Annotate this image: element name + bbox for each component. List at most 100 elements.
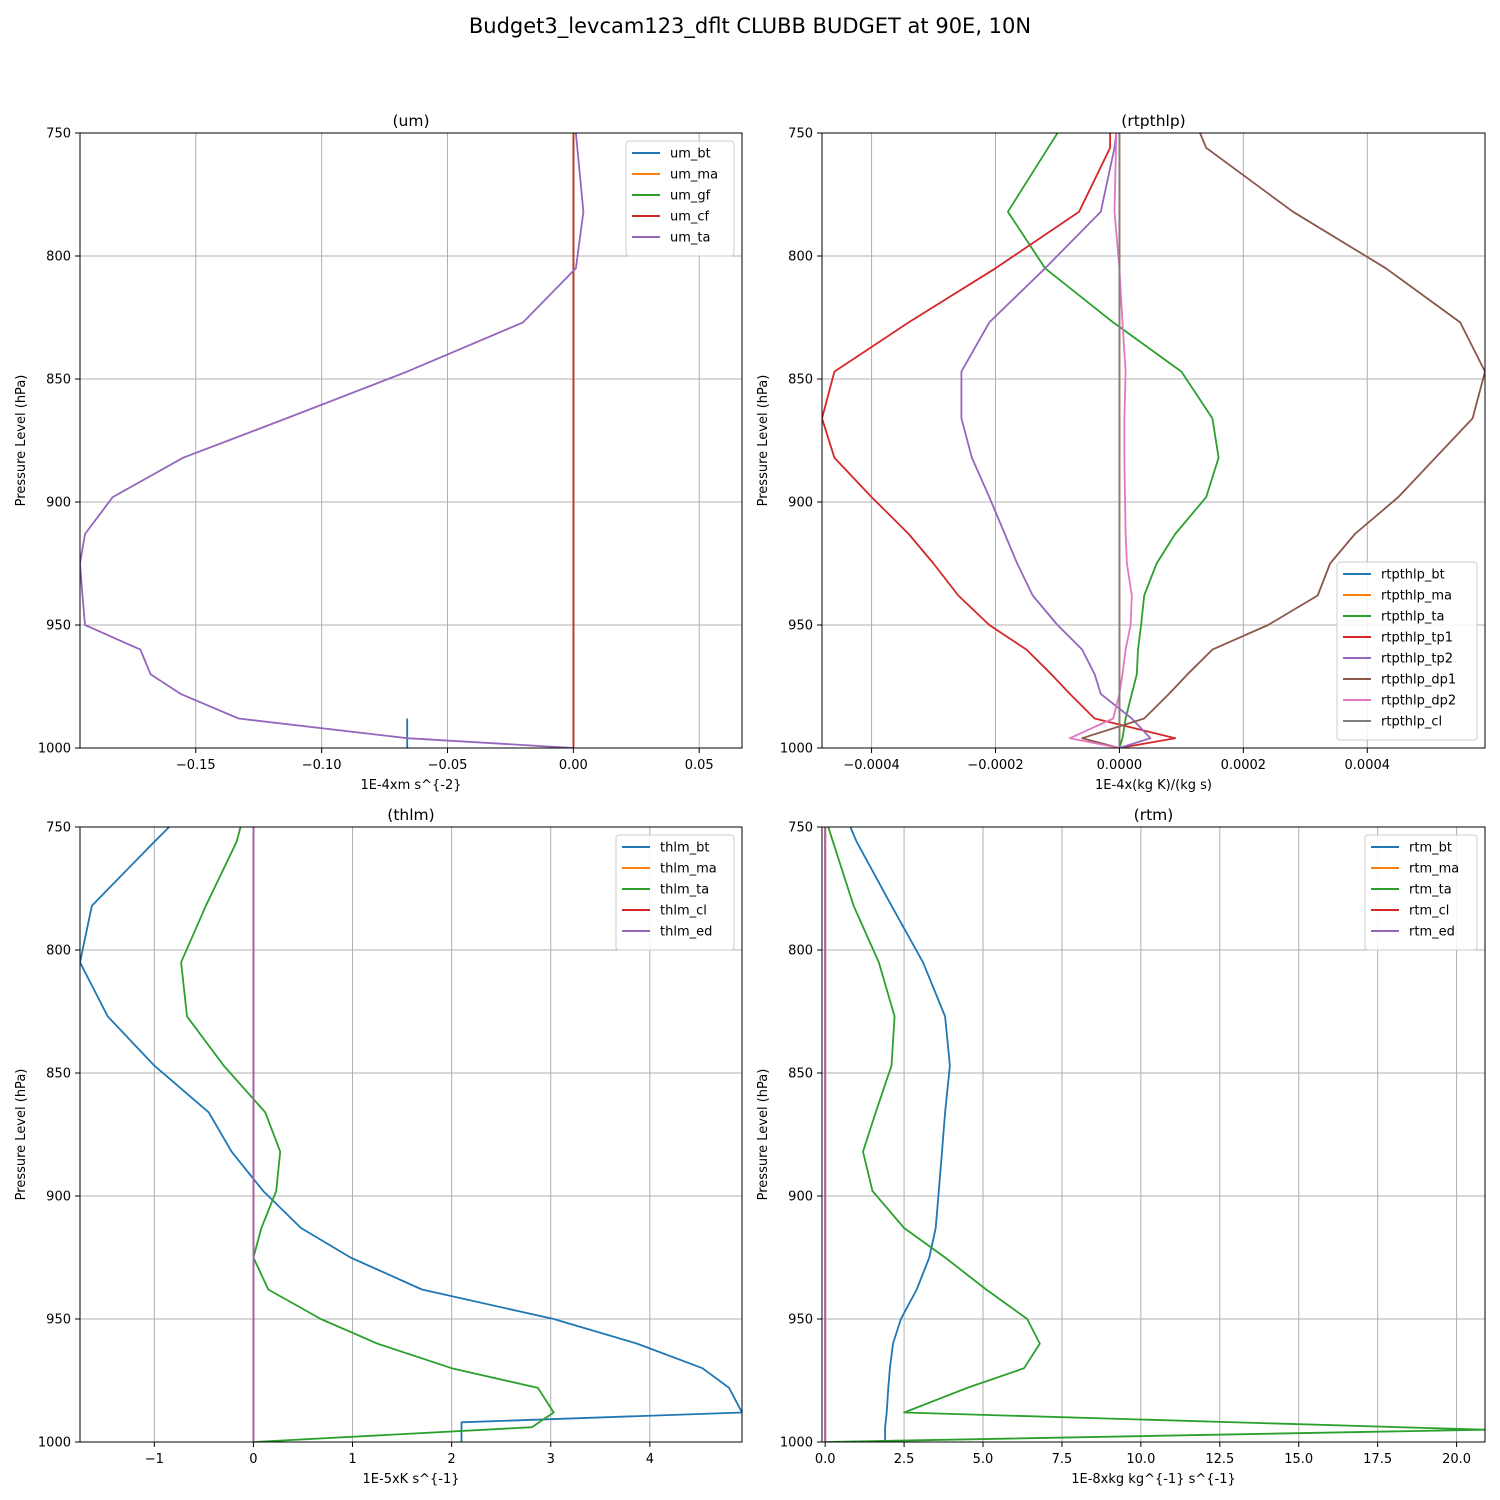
legend-label-rtm-bt: rtm_bt: [1409, 841, 1452, 856]
legend-label-rtpthlp-cl: rtpthlp_cl: [1381, 715, 1442, 730]
x-tick-label: 4: [646, 1452, 654, 1467]
y-tick-label: 950: [788, 1313, 813, 1328]
legend-label-thlm-ma: thlm_ma: [660, 862, 717, 877]
y-tick-label: 800: [46, 944, 71, 959]
x-axis-label: 1E-8xkg kg^{-1} s^{-1}: [1071, 1472, 1236, 1487]
legend-label-um-ta: um_ta: [670, 231, 710, 246]
chart-panel-rtpthlp: −0.0004 −0.0002 0.0000 0.0002 0.0004 750 800 85…: [756, 112, 1486, 793]
series-line-um-ta: [80, 133, 585, 748]
legend-label-rtm-cl: rtm_cl: [1409, 904, 1449, 919]
axes-frame: [79, 826, 743, 1443]
axes-frame: [821, 132, 1486, 749]
x-tick-label: 17.5: [1363, 1452, 1392, 1467]
x-tick-label: 0.0002: [1221, 758, 1267, 773]
series-group: [80, 827, 742, 1442]
x-tick-label: 0.0000: [1097, 758, 1143, 773]
y-tick-label: 1000: [38, 1436, 71, 1451]
y-tick-label: 1000: [38, 742, 71, 757]
legend-box: [625, 140, 735, 257]
panel-title: (rtm): [1134, 806, 1174, 824]
y-tick-label: 750: [46, 127, 71, 142]
series-line-rtm-ta: [825, 827, 1485, 1442]
x-tick-label: 5.0: [973, 1452, 994, 1467]
x-tick-label: 0.00: [559, 758, 588, 773]
x-tick-label: 10.0: [1126, 1452, 1155, 1467]
x-tick-label: −0.15: [176, 758, 216, 773]
y-tick-label: 800: [788, 250, 813, 265]
legend-label-rtm-ma: rtm_ma: [1409, 862, 1459, 877]
y-tick-label: 950: [788, 619, 813, 634]
chart-panel-rtm: 0.0 2.5 5.0 7.5 10.0 12.5 15.0 17.5 20.0 750 800 85…: [756, 806, 1486, 1487]
y-axis-label: Pressure Level (hPa): [756, 1069, 771, 1201]
y-tick-label: 900: [46, 496, 71, 511]
legend-box: [1336, 561, 1478, 741]
legend-label-thlm-ta: thlm_ta: [660, 883, 709, 898]
series-line-rtm-bt: [849, 827, 951, 1442]
y-tick-label: 850: [788, 373, 813, 388]
legend-label-rtpthlp-dp1: rtpthlp_dp1: [1381, 673, 1456, 688]
y-tick-label: 750: [46, 821, 71, 836]
x-tick-label: 0: [249, 1452, 257, 1467]
legend-label-rtpthlp-ma: rtpthlp_ma: [1381, 589, 1452, 604]
x-tick-label: 12.5: [1205, 1452, 1234, 1467]
x-tick-label: 0.0004: [1345, 758, 1391, 773]
legend-label-rtpthlp-dp2: rtpthlp_dp2: [1381, 694, 1456, 709]
panel-title: (rtpthlp): [1121, 112, 1185, 130]
y-tick-label: 850: [46, 1067, 71, 1082]
y-tick-label: 900: [46, 1190, 71, 1205]
y-tick-label: 750: [788, 127, 813, 142]
x-axis-label: 1E-4xm s^{-2}: [360, 778, 461, 793]
y-tick-label: 1000: [780, 742, 813, 757]
y-tick-label: 950: [46, 619, 71, 634]
y-tick-label: 750: [788, 821, 813, 836]
y-tick-label: 800: [788, 944, 813, 959]
x-axis-label: 1E-4x(kg K)/(kg s): [1095, 778, 1212, 793]
series-group: [822, 133, 1485, 748]
legend-label-rtpthlp-bt: rtpthlp_bt: [1381, 568, 1445, 583]
legend-label-rtpthlp-tp1: rtpthlp_tp1: [1381, 631, 1453, 646]
x-tick-label: −0.10: [302, 758, 342, 773]
legend-label-rtm-ta: rtm_ta: [1409, 883, 1452, 898]
x-tick-label: 3: [547, 1452, 555, 1467]
panel-title: (thlm): [387, 806, 434, 824]
chart-panel-thlm: −1 0 1 2 3 4 750 800 850 900 950 1000 (thlm) 1E-5xK s…: [14, 806, 743, 1487]
legend-box: [615, 834, 735, 951]
series-line-thlm-bt: [80, 827, 742, 1442]
x-tick-label: −1: [145, 1452, 164, 1467]
y-axis-label: Pressure Level (hPa): [14, 375, 29, 507]
series-line-rtpthlp-ta: [1007, 133, 1220, 748]
y-tick-label: 1000: [780, 1436, 813, 1451]
y-tick-label: 850: [788, 1067, 813, 1082]
y-axis-label: Pressure Level (hPa): [756, 375, 771, 507]
chart-panel-um: −0.15 −0.10 −0.05 0.00 0.05 750 800 850 900 950 10…: [14, 112, 743, 793]
x-tick-label: 20.0: [1442, 1452, 1471, 1467]
legend-label-thlm-cl: thlm_cl: [660, 904, 707, 919]
legend-label-thlm-ed: thlm_ed: [660, 925, 712, 940]
legend: rtpthlp_bt rtpthlp_ma rtpthlp_ta rtpthlp_tp…: [1336, 561, 1478, 741]
axes-frame: [79, 132, 743, 749]
y-tick-label: 900: [788, 496, 813, 511]
y-tick-label: 950: [46, 1313, 71, 1328]
axes-frame: [821, 826, 1486, 1443]
series-line-rtpthlp-dp2: [1069, 133, 1133, 748]
x-axis-label: 1E-5xK s^{-1}: [363, 1472, 460, 1487]
x-tick-label: 0.05: [685, 758, 714, 773]
x-tick-label: −0.0002: [967, 758, 1023, 773]
x-tick-label: 2.5: [894, 1452, 915, 1467]
legend-label-um-ma: um_ma: [670, 168, 718, 183]
figure-title: Budget3_levcam123_dflt CLUBB BUDGET at 9…: [468, 14, 1032, 38]
x-tick-label: 1: [348, 1452, 356, 1467]
legend-label-um-bt: um_bt: [670, 147, 711, 162]
series-line-rtpthlp-dp1: [1081, 133, 1485, 748]
x-tick-label: 7.5: [1052, 1452, 1073, 1467]
legend: thlm_bt thlm_ma thlm_ta thlm_cl thlm_ed: [615, 834, 735, 951]
legend-label-rtpthlp-tp2: rtpthlp_tp2: [1381, 652, 1453, 667]
panel-title: (um): [392, 112, 429, 130]
x-tick-label: 2: [447, 1452, 455, 1467]
legend-label-rtpthlp-ta: rtpthlp_ta: [1381, 610, 1444, 625]
y-tick-label: 850: [46, 373, 71, 388]
x-tick-label: 15.0: [1284, 1452, 1313, 1467]
series-line-rtpthlp-tp1: [822, 133, 1177, 748]
x-tick-label: −0.0004: [843, 758, 899, 773]
series-line-thlm-ta: [180, 827, 555, 1442]
